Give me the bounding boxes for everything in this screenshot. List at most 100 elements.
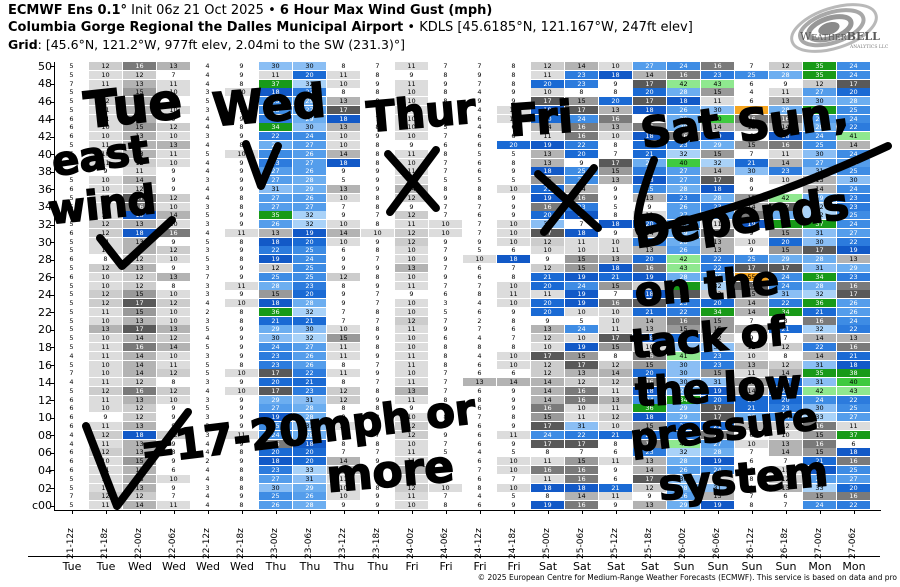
gust-cell: 25 <box>803 141 836 150</box>
gust-cell: 31 <box>259 184 292 193</box>
gust-cell: 11 <box>89 395 122 404</box>
gust-cell: 30 <box>667 474 700 483</box>
gust-cell: 14 <box>837 141 870 150</box>
gust-cell: 28 <box>667 123 700 132</box>
gust-cell: 28 <box>667 483 700 492</box>
gust-cell: 14 <box>327 465 360 474</box>
gust-cell: 4 <box>735 88 768 97</box>
gust-cell: 10 <box>225 299 258 308</box>
gust-cell: 18 <box>599 263 632 272</box>
gust-cell: 10 <box>395 272 428 281</box>
gust-cell: 35 <box>803 369 836 378</box>
gust-cell: 12 <box>327 386 360 395</box>
gust-cell: 25 <box>837 167 870 176</box>
gust-cell: 9 <box>225 334 258 343</box>
gust-cell: 32 <box>803 202 836 211</box>
gust-cell: 9 <box>157 184 190 193</box>
gust-cell: 27 <box>293 141 326 150</box>
gust-cell: 10 <box>327 483 360 492</box>
gust-cell: 26 <box>837 158 870 167</box>
gust-cell: 16 <box>565 474 598 483</box>
gust-cell: 24 <box>837 149 870 158</box>
gust-cell: 10 <box>89 281 122 290</box>
gust-cell: 10 <box>701 474 734 483</box>
gust-cell: 27 <box>259 167 292 176</box>
gust-cell: 20 <box>531 114 564 123</box>
gust-cell: 4 <box>191 193 224 202</box>
gust-cell: 38 <box>769 220 802 229</box>
gust-cell: 10 <box>429 228 462 237</box>
x-axis-tick <box>820 510 821 514</box>
gust-cell: 35 <box>803 70 836 79</box>
gust-cell: 7 <box>429 202 462 211</box>
gust-cell: 4 <box>463 88 496 97</box>
gust-cell: 15 <box>531 413 564 422</box>
logo-sub-text: ANALYTICS LLC <box>849 44 889 50</box>
gust-cell: 23 <box>565 70 598 79</box>
gust-cell: 23 <box>667 430 700 439</box>
gust-cell: 18 <box>123 228 156 237</box>
gust-cell: 6 <box>735 465 768 474</box>
x-axis-time-label: 24-00z <box>406 528 416 559</box>
gust-cell: 6 <box>55 457 88 466</box>
gust-cell: 9 <box>497 501 530 510</box>
gust-cell: 8 <box>361 149 394 158</box>
gust-cell: 11 <box>395 62 428 70</box>
y-axis-label: 06 <box>38 446 52 460</box>
gust-cell: 3 <box>191 395 224 404</box>
gust-cell: 9 <box>225 492 258 501</box>
gust-cell: 9 <box>327 430 360 439</box>
gust-cell: 11 <box>89 237 122 246</box>
gust-cell: 12 <box>395 228 428 237</box>
station-name: Columbia Gorge Regional the Dalles Munic… <box>8 20 404 35</box>
gust-cell: 15 <box>123 290 156 299</box>
gust-cell: 16 <box>123 386 156 395</box>
gust-cell: 26 <box>293 492 326 501</box>
gust-cell: 6 <box>463 501 496 510</box>
gust-cell: 17 <box>599 334 632 343</box>
gust-cell: 11 <box>157 501 190 510</box>
gust-cell: 10 <box>395 176 428 185</box>
gust-cell: 17 <box>837 290 870 299</box>
gust-cell: 29 <box>259 395 292 404</box>
gust-cell: 12 <box>803 79 836 88</box>
gust-cell: 30 <box>259 483 292 492</box>
gust-cell: 2 <box>463 316 496 325</box>
gust-cell: 16 <box>735 211 768 220</box>
gust-cell: 18 <box>259 457 292 466</box>
gust-cell: 21 <box>599 430 632 439</box>
gust-cell: 18 <box>837 360 870 369</box>
gust-cell: 8 <box>463 483 496 492</box>
gust-cell: 5 <box>55 360 88 369</box>
gust-cell: 4 <box>463 351 496 360</box>
y-axis-tick <box>50 83 55 85</box>
x-axis-tick <box>310 510 311 514</box>
gust-cell: 31 <box>701 483 734 492</box>
gust-cell: 26 <box>259 501 292 510</box>
gust-cell: 16 <box>837 343 870 351</box>
y-axis-tick <box>50 259 55 261</box>
gust-cell: 12 <box>123 404 156 413</box>
gust-cell: 14 <box>633 316 666 325</box>
gust-cell: 10 <box>327 141 360 150</box>
gust-cell: 26 <box>293 360 326 369</box>
gust-cell: 5 <box>55 211 88 220</box>
gust-cell: 19 <box>531 501 564 510</box>
x-axis-tick <box>208 510 209 514</box>
gust-cell: 12 <box>89 220 122 229</box>
gust-cell: 9 <box>395 290 428 299</box>
gust-cell: 12 <box>157 386 190 395</box>
gust-cell: 28 <box>701 193 734 202</box>
gust-cell: 4 <box>191 70 224 79</box>
gust-cell: 31 <box>565 422 598 431</box>
gust-cell: 8 <box>225 501 258 510</box>
gust-cell: 7 <box>361 465 394 474</box>
gust-cell: 19 <box>565 272 598 281</box>
gust-cell: 23 <box>633 237 666 246</box>
gust-cell: 6 <box>463 360 496 369</box>
gust-cell: 30 <box>701 105 734 114</box>
x-axis-tick <box>412 510 413 514</box>
gust-cell: 8 <box>463 193 496 202</box>
gust-cell: 13 <box>701 492 734 501</box>
gust-cell: 9 <box>225 132 258 141</box>
